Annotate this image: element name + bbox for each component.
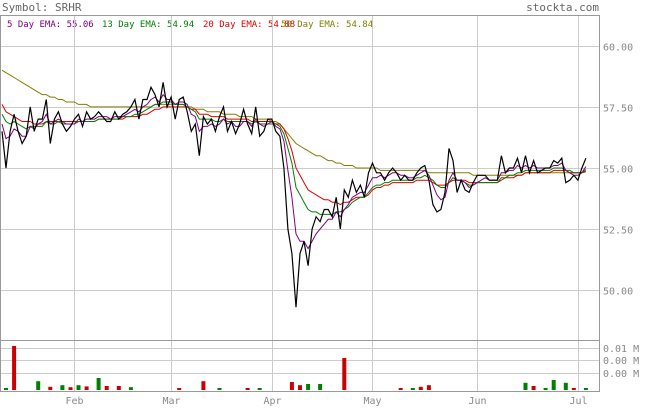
volume-bar <box>177 388 182 390</box>
volume-bar <box>68 387 73 390</box>
x-tick-label: Jun <box>468 396 486 406</box>
axis-labels: 60.00 57.50 55.00 52.50 50.00 Feb Mar Apr May Jun… <box>65 43 639 408</box>
x-tick-label: Mar <box>162 396 180 406</box>
x-tick-label: Feb <box>65 396 83 406</box>
volume-bar <box>531 386 536 390</box>
volume-bar <box>418 386 423 390</box>
volume-bar <box>543 388 548 390</box>
x-tick-label: Apr <box>263 396 281 406</box>
legend: 5 Day EMA: 55.06 13 Day EMA: 54.94 20 Day … <box>7 20 373 30</box>
volume-bar <box>36 381 41 390</box>
volume-bar <box>571 388 576 390</box>
y-tick-label: 57.50 <box>603 104 633 115</box>
symbol-label: Symbol: SRHR <box>2 1 82 14</box>
y-tick-label: 50.00 <box>603 287 633 298</box>
volume-tick-label: 0.00 M <box>603 369 639 380</box>
volume-bar <box>410 388 415 390</box>
series-price-line <box>1 82 587 308</box>
volume-bar <box>563 382 568 390</box>
legend-item-1: 13 Day EMA: 54.94 <box>102 20 194 30</box>
volume-bar <box>342 358 347 390</box>
volume-tick-label: 0.01 M <box>603 344 639 355</box>
volume-bar <box>201 381 206 390</box>
volume-bar <box>76 385 81 390</box>
volume-bar <box>306 384 311 390</box>
series-ema13-line <box>1 101 587 215</box>
site-link[interactable]: stockta.com <box>526 1 599 14</box>
volume-bar <box>60 385 65 390</box>
series-layer <box>1 69 587 308</box>
x-tick-label: Jul <box>569 396 587 406</box>
volume-bar <box>116 386 121 390</box>
volume-bar <box>523 382 528 390</box>
volume-bar <box>318 384 323 390</box>
volume-bar <box>84 386 89 390</box>
volume-bar <box>298 385 302 390</box>
volume-layer <box>4 346 588 390</box>
volume-bar <box>104 386 109 390</box>
grid <box>1 16 599 391</box>
series-ema50-line <box>1 69 587 176</box>
volume-bar <box>217 388 222 390</box>
volume-bar <box>128 387 133 390</box>
volume-bar <box>245 388 250 390</box>
legend-item-3: 50 Day EMA: 54.84 <box>281 20 373 30</box>
volume-bar <box>289 382 294 390</box>
volume-bar <box>426 385 431 390</box>
volume-bar <box>551 380 556 390</box>
volume-bar <box>583 388 588 390</box>
legend-item-2: 20 Day EMA: 54.88 <box>203 20 295 30</box>
chart-frame <box>0 15 600 392</box>
volume-bar <box>12 346 17 390</box>
y-tick-label: 52.50 <box>603 226 633 237</box>
volume-bar <box>257 388 262 390</box>
volume-bar <box>4 388 8 390</box>
y-tick-label: 60.00 <box>603 43 633 54</box>
volume-bar <box>96 378 101 390</box>
volume-tick-label: 0.00 M <box>603 356 639 367</box>
legend-item-0: 5 Day EMA: 55.06 <box>7 20 94 30</box>
y-tick-label: 55.00 <box>603 165 633 176</box>
volume-bar <box>398 388 403 390</box>
x-tick-label: May <box>363 396 381 406</box>
volume-bar <box>48 386 53 390</box>
